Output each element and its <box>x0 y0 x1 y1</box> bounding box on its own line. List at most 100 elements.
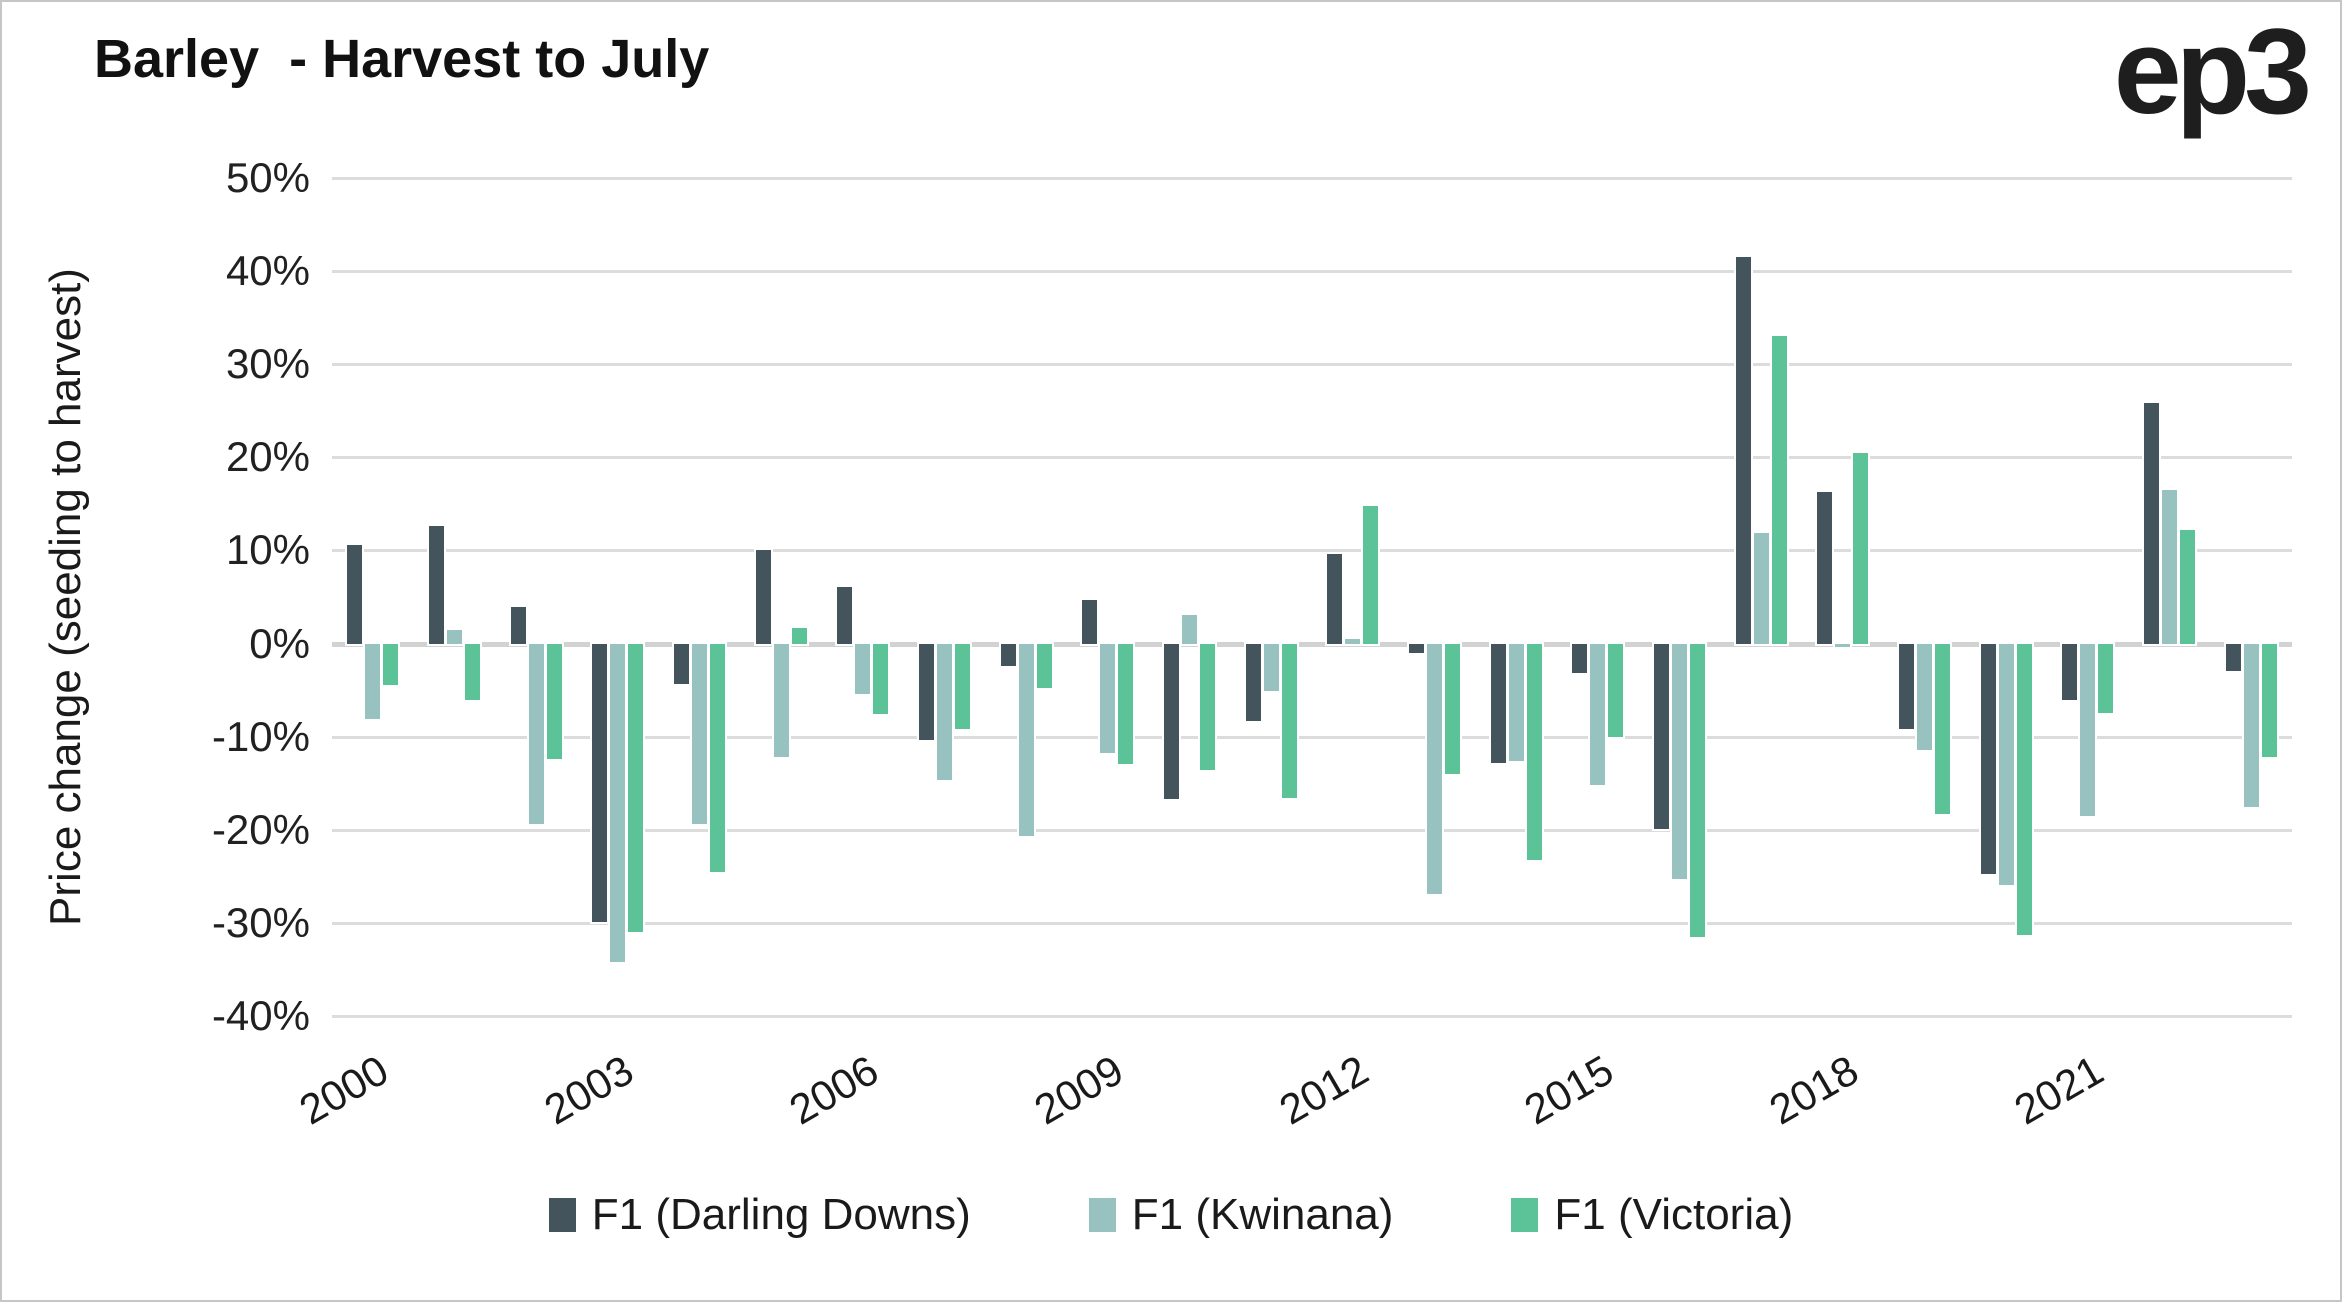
bar-2002-f1-darling-downs <box>510 607 526 644</box>
x-tick-label: 2018 <box>1761 1046 1867 1134</box>
bar-2020-f1-kwinana <box>1998 643 2014 885</box>
bar-2003-f1-darling-downs <box>592 643 608 922</box>
chart-title: Barley - Harvest to July <box>94 29 710 89</box>
y-tick-label: 50% <box>225 154 310 201</box>
bar-2022-f1-kwinana <box>2162 489 2178 644</box>
bar-2007-f1-darling-downs <box>919 643 935 741</box>
bar-2008-f1-darling-downs <box>1000 643 1016 666</box>
bar-2000-f1-victoria <box>383 643 399 685</box>
bar-2020-f1-victoria <box>2016 643 2032 935</box>
bar-2018-f1-victoria <box>1853 452 1869 644</box>
bar-2003-f1-kwinana <box>610 643 626 962</box>
bar-2013-f1-darling-downs <box>1409 643 1425 653</box>
bar-2010-f1-darling-downs <box>1164 643 1180 800</box>
bar-2005-f1-kwinana <box>773 643 789 758</box>
bar-group-2018 <box>1802 178 1884 1016</box>
gridline <box>332 921 2292 925</box>
y-tick-label: 20% <box>225 433 310 481</box>
bar-2004-f1-darling-downs <box>674 643 690 684</box>
y-tick-label: 30% <box>225 340 310 388</box>
bar-2014-f1-kwinana <box>1508 643 1524 761</box>
bar-2023-f1-victoria <box>2261 643 2277 758</box>
plot-area <box>332 177 2292 1018</box>
bar-2007-f1-victoria <box>955 643 971 730</box>
gridline <box>332 549 2292 553</box>
bar-2015-f1-darling-downs <box>1572 643 1588 674</box>
bar-2005-f1-darling-downs <box>755 550 771 644</box>
bar-2022-f1-victoria <box>2180 529 2196 644</box>
gridline <box>332 735 2292 739</box>
bar-2016-f1-victoria <box>1690 643 1706 937</box>
bar-2010-f1-victoria <box>1200 643 1216 771</box>
y-tick-label: -30% <box>211 898 310 946</box>
bar-group-2016 <box>1639 178 1721 1016</box>
bar-2023-f1-kwinana <box>2243 643 2259 808</box>
bar-2021-f1-darling-downs <box>2062 643 2078 701</box>
bar-group-2017 <box>1720 178 1802 1016</box>
bar-group-2007 <box>904 178 986 1016</box>
bar-group-2008 <box>985 178 1067 1016</box>
legend-swatch-f1-darling-downs <box>548 1198 576 1232</box>
bar-2003-f1-victoria <box>628 643 644 933</box>
gridline <box>332 1015 2292 1018</box>
legend-swatch-f1-kwinana <box>1088 1198 1116 1232</box>
bar-2018-f1-darling-downs <box>1817 491 1833 644</box>
bar-2005-f1-victoria <box>791 627 807 644</box>
bar-group-2000 <box>332 178 414 1016</box>
y-tick-label: -10% <box>211 712 310 760</box>
bar-2017-f1-kwinana <box>1753 532 1769 644</box>
gridline <box>332 828 2292 832</box>
bar-group-2004 <box>659 178 741 1016</box>
bar-2011-f1-victoria <box>1281 643 1297 799</box>
bar-2022-f1-darling-downs <box>2144 403 2160 644</box>
bar-2004-f1-victoria <box>710 643 726 872</box>
bar-2009-f1-kwinana <box>1100 643 1116 754</box>
bar-2021-f1-kwinana <box>2080 643 2096 816</box>
bar-group-2015 <box>1557 178 1639 1016</box>
legend: F1 (Darling Downs) F1 (Kwinana) F1 (Vict… <box>2 1190 2340 1240</box>
gridline <box>332 456 2292 460</box>
bar-2014-f1-victoria <box>1526 643 1542 861</box>
bar-group-2019 <box>1884 178 1966 1016</box>
bar-2010-f1-kwinana <box>1182 614 1198 644</box>
bar-2001-f1-darling-downs <box>429 526 444 644</box>
bar-2000-f1-darling-downs <box>347 544 363 644</box>
bar-2002-f1-kwinana <box>528 643 544 825</box>
bar-2008-f1-victoria <box>1036 643 1052 689</box>
gridline <box>332 363 2292 367</box>
bar-group-2003 <box>577 178 659 1016</box>
bar-2008-f1-kwinana <box>1018 643 1034 837</box>
bar-2016-f1-darling-downs <box>1654 643 1670 829</box>
bar-2007-f1-kwinana <box>937 643 953 781</box>
bar-group-2022 <box>2129 178 2211 1016</box>
bar-groups <box>332 178 2292 1016</box>
y-tick-label: -40% <box>211 992 310 1039</box>
bar-2019-f1-darling-downs <box>1899 643 1915 730</box>
bar-group-2010 <box>1149 178 1231 1016</box>
gridline <box>332 270 2292 274</box>
bar-group-2020 <box>1965 178 2047 1016</box>
y-tick-label: -20% <box>211 805 310 853</box>
bar-2019-f1-victoria <box>1935 643 1951 814</box>
bar-2006-f1-kwinana <box>855 643 871 694</box>
bar-2019-f1-kwinana <box>1917 643 1933 750</box>
zero-line <box>332 641 2292 647</box>
legend-item-f1-darling-downs: F1 (Darling Downs) <box>548 1190 971 1240</box>
bar-2012-f1-kwinana <box>1345 638 1361 644</box>
x-tick-label: 2006 <box>781 1046 887 1134</box>
bar-2011-f1-kwinana <box>1263 643 1279 692</box>
bar-2021-f1-victoria <box>2098 643 2114 714</box>
x-tick-label: 2009 <box>1026 1046 1132 1134</box>
bar-2014-f1-darling-downs <box>1490 643 1506 763</box>
bar-2015-f1-victoria <box>1608 643 1624 737</box>
bar-group-2023 <box>2210 178 2292 1016</box>
bar-group-2006 <box>822 178 904 1016</box>
y-tick-label: 0% <box>249 619 310 667</box>
bar-2006-f1-darling-downs <box>837 586 853 644</box>
x-tick-label: 2021 <box>2006 1046 2112 1134</box>
bar-2009-f1-victoria <box>1118 643 1134 764</box>
y-tick-label: 40% <box>225 247 310 295</box>
x-tick-label: 2000 <box>291 1046 397 1134</box>
bar-group-2013 <box>1394 178 1476 1016</box>
